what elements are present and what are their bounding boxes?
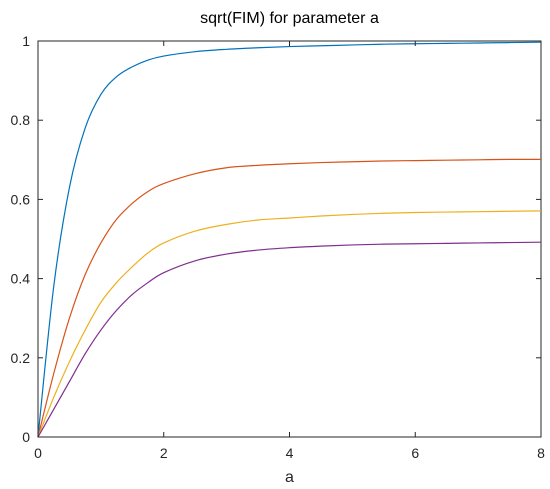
plot-frame <box>37 40 542 438</box>
series-line-2 <box>37 158 542 438</box>
y-tick-label: 0.4 <box>11 271 31 287</box>
series-line-1 <box>37 41 542 438</box>
ticks-layer: 0 2 4 6 8 0 0.2 0.4 0.6 0.8 1 <box>11 33 546 461</box>
y-tick-label: 0.8 <box>11 112 31 128</box>
y-tick-label: 0.6 <box>11 191 31 207</box>
x-tick-label: 2 <box>160 445 168 461</box>
x-tick-label: 8 <box>537 445 545 461</box>
series-line-3 <box>37 210 542 438</box>
plot-area <box>37 40 542 438</box>
series-layer <box>37 41 542 438</box>
y-tick-label: 0 <box>22 429 30 445</box>
x-tick-label: 4 <box>286 445 294 461</box>
chart-title: sqrt(FIM) for parameter a <box>200 10 379 27</box>
x-tick-label: 6 <box>411 445 419 461</box>
x-axis-label: a <box>285 469 294 486</box>
x-tick-label: 0 <box>34 445 42 461</box>
series-line-4 <box>37 241 542 438</box>
y-tick-label: 1 <box>22 33 30 49</box>
y-tick-label: 0.2 <box>11 350 31 366</box>
